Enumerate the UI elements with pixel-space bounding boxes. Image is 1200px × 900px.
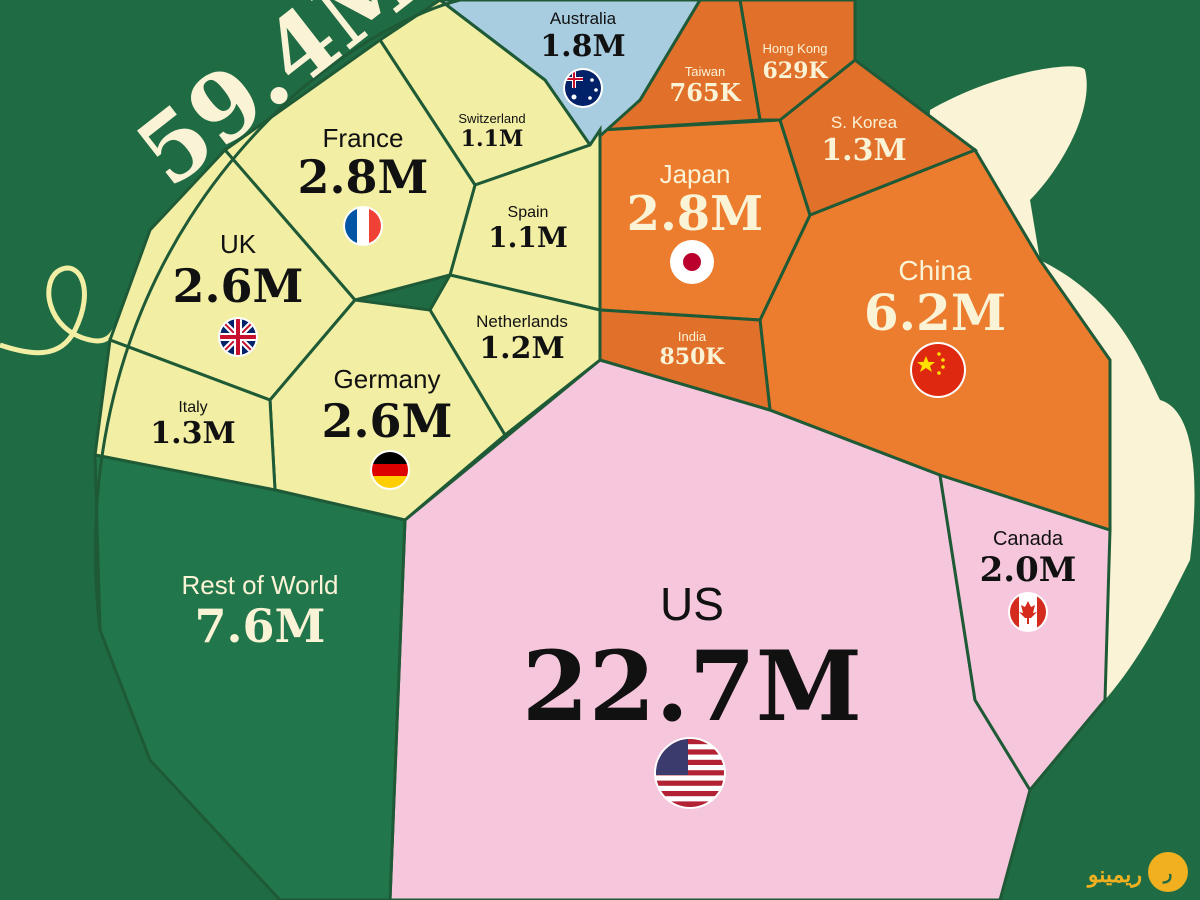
us-flag-icon: [654, 737, 726, 809]
label-switzerland-name: Switzerland: [458, 111, 525, 126]
brand-logo-icon: ر: [1148, 852, 1188, 892]
label-japan-value: 2.8M: [627, 186, 764, 242]
cell-labels: US 22.7M China 6.2M Japan 2.8M France 2.…: [150, 9, 1076, 743]
label-germany-name: Germany: [334, 364, 441, 394]
label-s-korea-value: 1.3M: [821, 133, 906, 168]
label-spain-name: Spain: [508, 204, 549, 221]
label-italy-value: 1.3M: [150, 416, 235, 451]
australia-flag-icon: [563, 68, 603, 108]
label-us-value: 22.7M: [522, 630, 862, 743]
label-japan-name: Japan: [660, 159, 731, 189]
label-canada-value: 2.0M: [980, 550, 1077, 590]
svg-text:ر: ر: [1162, 863, 1173, 884]
label-china-value: 6.2M: [864, 283, 1006, 342]
label-us-name: US: [660, 578, 724, 630]
voronoi-cells: [93, 0, 1112, 900]
uk-flag-icon: [218, 317, 258, 357]
label-china-name: China: [898, 255, 972, 286]
label-taiwan-name: Taiwan: [685, 64, 725, 79]
japan-flag-icon: [670, 240, 714, 284]
label-germany-value: 2.6M: [322, 394, 453, 448]
label-canada-name: Canada: [993, 528, 1064, 550]
label-india-value: 850K: [659, 344, 725, 370]
label-italy-name: Italy: [178, 399, 207, 416]
label-s-korea-name: S. Korea: [831, 113, 898, 132]
label-uk-name: UK: [220, 229, 257, 259]
label-switzerland-value: 1.1M: [461, 126, 524, 152]
cell-netherlands: [428, 273, 602, 438]
label-hong-kong-name: Hong Kong: [762, 41, 827, 56]
canada-flag-icon: [1008, 592, 1048, 632]
label-hong-kong-value: 629K: [762, 58, 828, 84]
label-rest-name: Rest of World: [181, 570, 338, 600]
label-australia-value: 1.8M: [540, 29, 625, 64]
tail-swirl-icon: [0, 265, 123, 356]
label-netherlands-name: Netherlands: [476, 312, 568, 331]
circle-outline: [93, 0, 461, 631]
label-uk-value: 2.6M: [173, 259, 304, 313]
label-netherlands-value: 1.2M: [479, 331, 564, 366]
cell-rest-of-world: [93, 453, 407, 900]
label-spain-value: 1.1M: [488, 221, 568, 254]
label-france-name: France: [323, 123, 404, 153]
china-flag-icon: [910, 342, 966, 398]
label-france-value: 2.8M: [298, 150, 429, 204]
label-india-name: India: [678, 329, 707, 344]
watermark-text: ریمینو: [1086, 862, 1142, 888]
label-rest-value: 7.6M: [195, 599, 326, 653]
label-australia-name: Australia: [550, 9, 617, 28]
label-taiwan-value: 765K: [670, 78, 742, 107]
france-flag-icon: [343, 206, 383, 246]
germany-flag-icon: [370, 450, 410, 490]
